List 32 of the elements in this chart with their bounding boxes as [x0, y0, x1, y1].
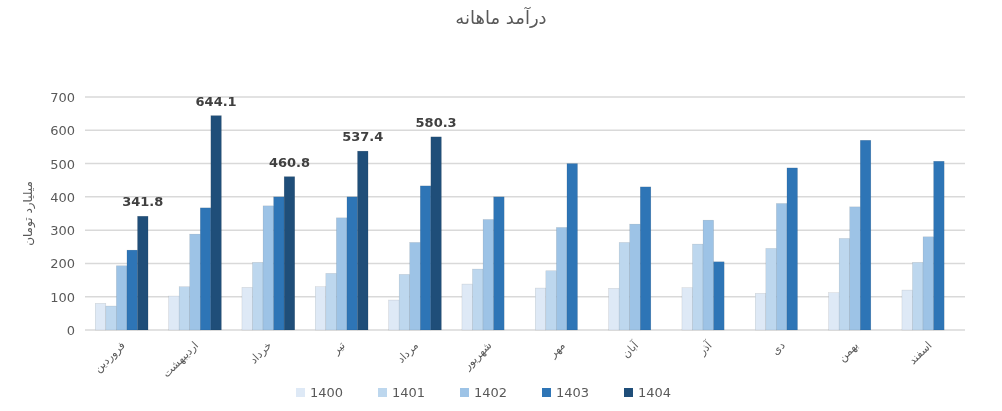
legend-label: 1401: [392, 385, 426, 400]
y-tick-label: 700: [50, 90, 75, 105]
x-tick-label: آبان: [618, 337, 642, 361]
y-tick-label: 400: [50, 189, 75, 205]
x-tick-label: اردیبهشت: [159, 338, 202, 381]
x-tick-label: آذر: [694, 337, 716, 359]
y-tick-label: 500: [50, 156, 75, 172]
data-label: 460.8: [268, 154, 311, 170]
data-label: 341.8: [122, 194, 164, 210]
chart-title: درآمد ماهانه: [455, 6, 547, 28]
x-tick-label: مرداد: [394, 338, 422, 366]
x-tick-label: شهریور: [460, 338, 495, 374]
x-tick-label: فروردین: [91, 338, 128, 376]
x-tick-label: تیر: [329, 338, 348, 358]
y-tick-label: 200: [50, 256, 75, 272]
x-tick-label: بهمن: [835, 338, 862, 365]
x-tick-label: مهر: [545, 338, 568, 361]
x-tick-label: خرداد: [247, 338, 275, 367]
legend-label: 1403: [556, 385, 590, 400]
y-tick-label: 600: [50, 123, 75, 139]
y-tick-label: 0: [66, 323, 75, 338]
y-tick-label: 300: [50, 223, 75, 239]
y-tick-label: 100: [50, 289, 75, 305]
x-tick-label: اسفند: [906, 338, 935, 368]
legend-label: 1404: [638, 385, 672, 400]
y-axis-title: میلیارد تومان: [21, 181, 36, 246]
data-label: 580.3: [415, 114, 457, 130]
legend-label: 1402: [474, 385, 508, 400]
x-tick-label: دی: [769, 338, 788, 358]
legend-label: 1400: [310, 385, 344, 400]
data-label: 644.1: [195, 93, 237, 109]
data-label: 537.4: [342, 129, 384, 145]
